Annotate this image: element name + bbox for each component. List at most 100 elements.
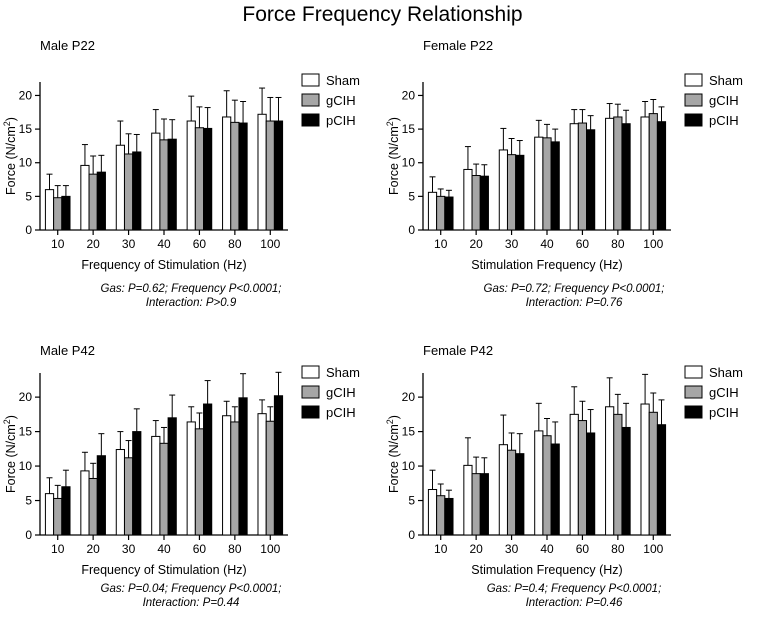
- x-tick-label: 30: [122, 542, 136, 556]
- bar-sham: [640, 403, 650, 536]
- legend-label-sham: Sham: [709, 365, 743, 380]
- bar-gcih: [88, 477, 98, 536]
- x-tick-label: 40: [540, 237, 554, 251]
- legend-swatch-sham: [684, 73, 703, 87]
- x-tick-label: 100: [643, 237, 663, 251]
- bar-sham: [640, 116, 650, 231]
- figure-title: Force Frequency Relationship: [242, 3, 523, 26]
- x-axis-label: Stimulation Frequency (Hz): [471, 563, 622, 577]
- bar-gcih: [230, 121, 240, 231]
- legend-label-pcih: pCIH: [326, 113, 356, 128]
- bar-sham: [605, 406, 615, 536]
- legend-label-pcih: pCIH: [709, 405, 739, 420]
- bar-pcih: [167, 417, 177, 536]
- y-axis-label: Force (N/cm2): [2, 415, 18, 493]
- panel-female-p42: Female P42 0 5 10 15 20 10 20 30 40 60 80 100 Force (…: [383, 335, 765, 635]
- y-axis-label-sup: 2: [385, 121, 395, 126]
- bar-pcih: [515, 154, 525, 231]
- x-tick-label: 10: [434, 237, 448, 251]
- bar-pcih: [238, 122, 248, 231]
- y-axis-label-end: ): [387, 117, 401, 121]
- bar-sham: [80, 470, 90, 536]
- bar-gcih: [123, 457, 134, 536]
- y-tick-label: 5: [25, 494, 32, 508]
- x-tick-label: 40: [157, 237, 171, 251]
- bar-pcih: [515, 453, 525, 536]
- panel-title: Female P42: [423, 343, 493, 358]
- bar-sham: [427, 489, 438, 536]
- x-tick-label: 20: [469, 542, 483, 556]
- panel-title: Male P42: [40, 343, 95, 358]
- panel-male-p22: Male P22 0 5 10 15 20 10 20 30 40 60 80 100 Force (N/…: [0, 30, 382, 330]
- x-axis-label: Frequency of Stimulation (Hz): [81, 563, 246, 577]
- x-tick-label: 40: [540, 542, 554, 556]
- y-tick-label: 15: [19, 122, 33, 136]
- x-tick-label: 60: [193, 542, 207, 556]
- bar-gcih: [506, 449, 517, 536]
- x-tick-label: 80: [611, 542, 625, 556]
- y-tick-label: 10: [19, 459, 33, 473]
- y-axis-label-main: Force (N/cm: [4, 424, 18, 493]
- bar-gcih: [577, 122, 588, 231]
- stats-line-2: Interaction: P=0.46: [525, 597, 623, 609]
- bar-gcih: [88, 173, 98, 231]
- y-axis-label-main: Force (N/cm: [4, 126, 18, 195]
- bar-gcih: [471, 473, 481, 536]
- bar-pcih: [61, 486, 71, 536]
- bar-pcih: [167, 138, 177, 231]
- stats-line-2: Interaction: P=0.76: [525, 297, 623, 309]
- bar-pcih: [273, 120, 284, 231]
- stats-female-p42: Gas: P=0.4; Frequency P<0.0001; Interact…: [383, 582, 765, 610]
- stats-male-p22: Gas: P=0.62; Frequency P<0.0001; Interac…: [0, 282, 382, 310]
- y-axis-label-end: ): [4, 415, 18, 419]
- y-axis-label-sup: 2: [2, 121, 12, 126]
- legend-swatch-gcih: [301, 385, 320, 399]
- bar-pcih: [550, 141, 560, 231]
- panel-female-p22: Female P22 0 5 10 15 20 10 20 30 40 60 80 100 Force (…: [383, 30, 765, 330]
- bar-sham: [80, 164, 90, 231]
- bar-sham: [569, 413, 579, 536]
- y-tick-label: 10: [402, 156, 416, 170]
- stats-line-1: Gas: P=0.72; Frequency P<0.0001;: [483, 283, 665, 295]
- x-tick-label: 20: [469, 237, 483, 251]
- bar-sham: [186, 421, 196, 536]
- bar-sham: [44, 493, 55, 536]
- x-tick-label: 80: [228, 237, 242, 251]
- bar-gcih: [230, 421, 240, 536]
- y-axis-label-main: Force (N/cm: [387, 126, 401, 195]
- x-tick-label: 30: [122, 237, 136, 251]
- bar-pcih: [621, 123, 631, 231]
- legend-swatch-gcih: [684, 385, 703, 399]
- y-tick-label: 0: [408, 528, 415, 542]
- x-tick-label: 20: [86, 542, 100, 556]
- y-tick-label: 0: [25, 528, 32, 542]
- bar-gcih: [613, 413, 623, 536]
- bar-pcih: [273, 395, 284, 536]
- bar-sham: [463, 168, 473, 231]
- bar-gcih: [436, 495, 446, 536]
- bar-gcih: [53, 197, 63, 231]
- y-tick-label: 10: [19, 156, 33, 170]
- legend-swatch-pcih: [301, 113, 320, 127]
- x-tick-label: 10: [51, 542, 65, 556]
- y-tick-label: 5: [408, 189, 415, 203]
- x-tick-label: 10: [51, 237, 65, 251]
- y-axis-label-sup: 2: [2, 419, 12, 424]
- legend-label-gcih: gCIH: [709, 93, 739, 108]
- bar-pcih: [656, 424, 667, 536]
- bar-sham: [115, 449, 125, 536]
- y-tick-label: 20: [402, 390, 416, 404]
- x-tick-label: 20: [86, 237, 100, 251]
- bar-pcih: [586, 129, 596, 231]
- stats-male-p42: Gas: P=0.04; Frequency P<0.0001; Interac…: [0, 582, 382, 610]
- bar-gcih: [542, 137, 552, 231]
- x-tick-label: 80: [611, 237, 625, 251]
- y-tick-label: 0: [25, 223, 32, 237]
- bar-pcih: [479, 175, 489, 231]
- bar-pcih: [61, 195, 71, 231]
- bar-sham: [151, 435, 161, 536]
- y-axis-label-end: ): [4, 117, 18, 121]
- bar-sham: [427, 191, 438, 231]
- stats-line-2: Interaction: P>0.9: [145, 297, 237, 309]
- bar-sham: [534, 136, 544, 231]
